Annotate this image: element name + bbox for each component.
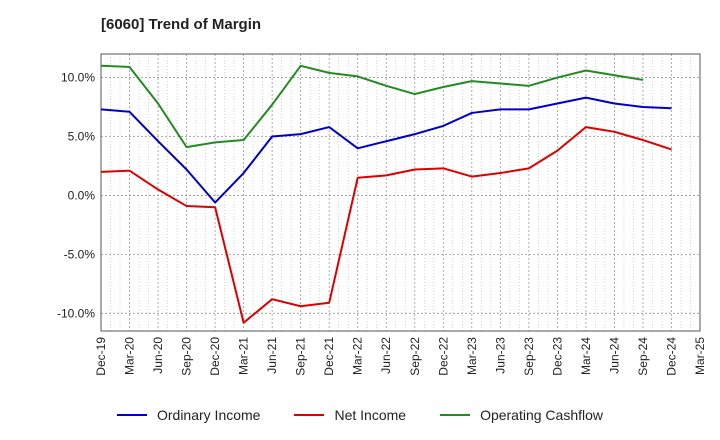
legend-label: Net Income — [334, 407, 407, 423]
legend: Ordinary Income Net Income Operating Cashf… — [0, 404, 720, 426]
x-tick-label: Dec-19 — [94, 337, 108, 376]
x-tick-label: Jun-20 — [151, 337, 165, 374]
x-tick-label: Dec-24 — [664, 337, 678, 376]
legend-item-ordinary-income: Ordinary Income — [116, 404, 261, 426]
x-tick-label: Mar-21 — [237, 337, 251, 375]
legend-swatch — [116, 414, 147, 416]
x-tick-label: Jun-21 — [265, 337, 279, 374]
x-tick-label: Mar-22 — [351, 337, 365, 375]
y-tick-label: 10.0% — [61, 71, 95, 85]
series-line-operating-cashflow — [100, 64, 644, 149]
legend-item-net-income: Net Income — [294, 404, 406, 426]
plot-area — [101, 54, 700, 331]
x-tick-label: Sep-21 — [294, 337, 308, 376]
x-tick-label: Mar-20 — [123, 337, 137, 375]
chart-title: [6060] Trend of Margin — [101, 16, 262, 33]
legend-label: Operating Cashflow — [480, 407, 604, 423]
x-tick-label: Jun-23 — [493, 337, 507, 374]
x-tick-label: Dec-21 — [322, 337, 336, 376]
x-tick-label: Sep-23 — [522, 337, 536, 376]
legend-swatch — [294, 414, 325, 416]
x-tick-label: Sep-22 — [408, 337, 422, 376]
y-tick-label: -5.0% — [64, 247, 96, 261]
legend-item-operating-cashflow: Operating Cashflow — [440, 404, 603, 426]
y-tick-label: 0.0% — [68, 188, 96, 202]
x-tick-label: Sep-24 — [636, 337, 650, 376]
x-tick-label: Dec-20 — [208, 337, 222, 376]
x-tick-label: Mar-24 — [579, 337, 593, 375]
plot-border — [100, 53, 701, 332]
legend-swatch — [440, 414, 471, 416]
x-tick-label: Jun-22 — [379, 337, 393, 374]
x-tick-label: Sep-20 — [180, 337, 194, 376]
x-tick-label: Jun-24 — [607, 337, 621, 374]
x-tick-label: Mar-23 — [465, 337, 479, 375]
y-tick-label: 5.0% — [68, 130, 96, 144]
legend-label: Ordinary Income — [156, 407, 261, 423]
x-tick-label: Mar-25 — [693, 337, 707, 375]
x-tick-label: Dec-23 — [550, 337, 564, 376]
y-tick-label: -10.0% — [57, 306, 95, 320]
x-tick-label: Dec-22 — [436, 337, 450, 376]
